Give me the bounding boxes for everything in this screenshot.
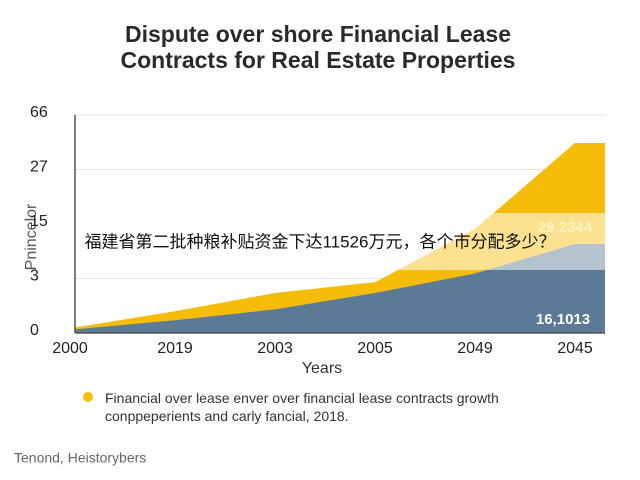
source: Tenond, Heistorybers bbox=[14, 450, 146, 466]
chart-subtitle: Contracts for Real Estate Properties bbox=[121, 47, 516, 73]
x-tick-label: 2045 bbox=[557, 340, 593, 357]
legend-label: Financial over lease enver over financia… bbox=[105, 390, 499, 424]
x-tick-label: 2000 bbox=[52, 340, 88, 357]
legend-marker bbox=[83, 392, 93, 402]
annotation: 29,2344 bbox=[538, 219, 593, 236]
x-tick-label: 2003 bbox=[257, 340, 293, 357]
y-tick-label: 66 bbox=[30, 104, 48, 121]
y-axis-label: Pnincelor bbox=[23, 203, 40, 270]
x-tick-label: 2005 bbox=[357, 340, 393, 357]
y-tick-label: 0 bbox=[30, 322, 39, 339]
overlay-band bbox=[75, 213, 605, 270]
y-tick-label: 15 bbox=[30, 213, 48, 230]
x-tick-label: 2049 bbox=[457, 340, 493, 357]
x-axis-label: Years bbox=[302, 360, 342, 377]
y-tick-label: 27 bbox=[30, 159, 48, 176]
y-tick-label: 3 bbox=[30, 268, 39, 285]
overlay-text: 福建省第二批种粮补贴资金下达11526万元，各个市分配多少？ bbox=[84, 232, 555, 251]
area bbox=[75, 243, 605, 333]
x-tick-label: 2019 bbox=[157, 340, 193, 357]
annotation: 16,1013 bbox=[536, 311, 590, 328]
chart-title: Dispute over shore Financial Lease bbox=[125, 21, 511, 47]
